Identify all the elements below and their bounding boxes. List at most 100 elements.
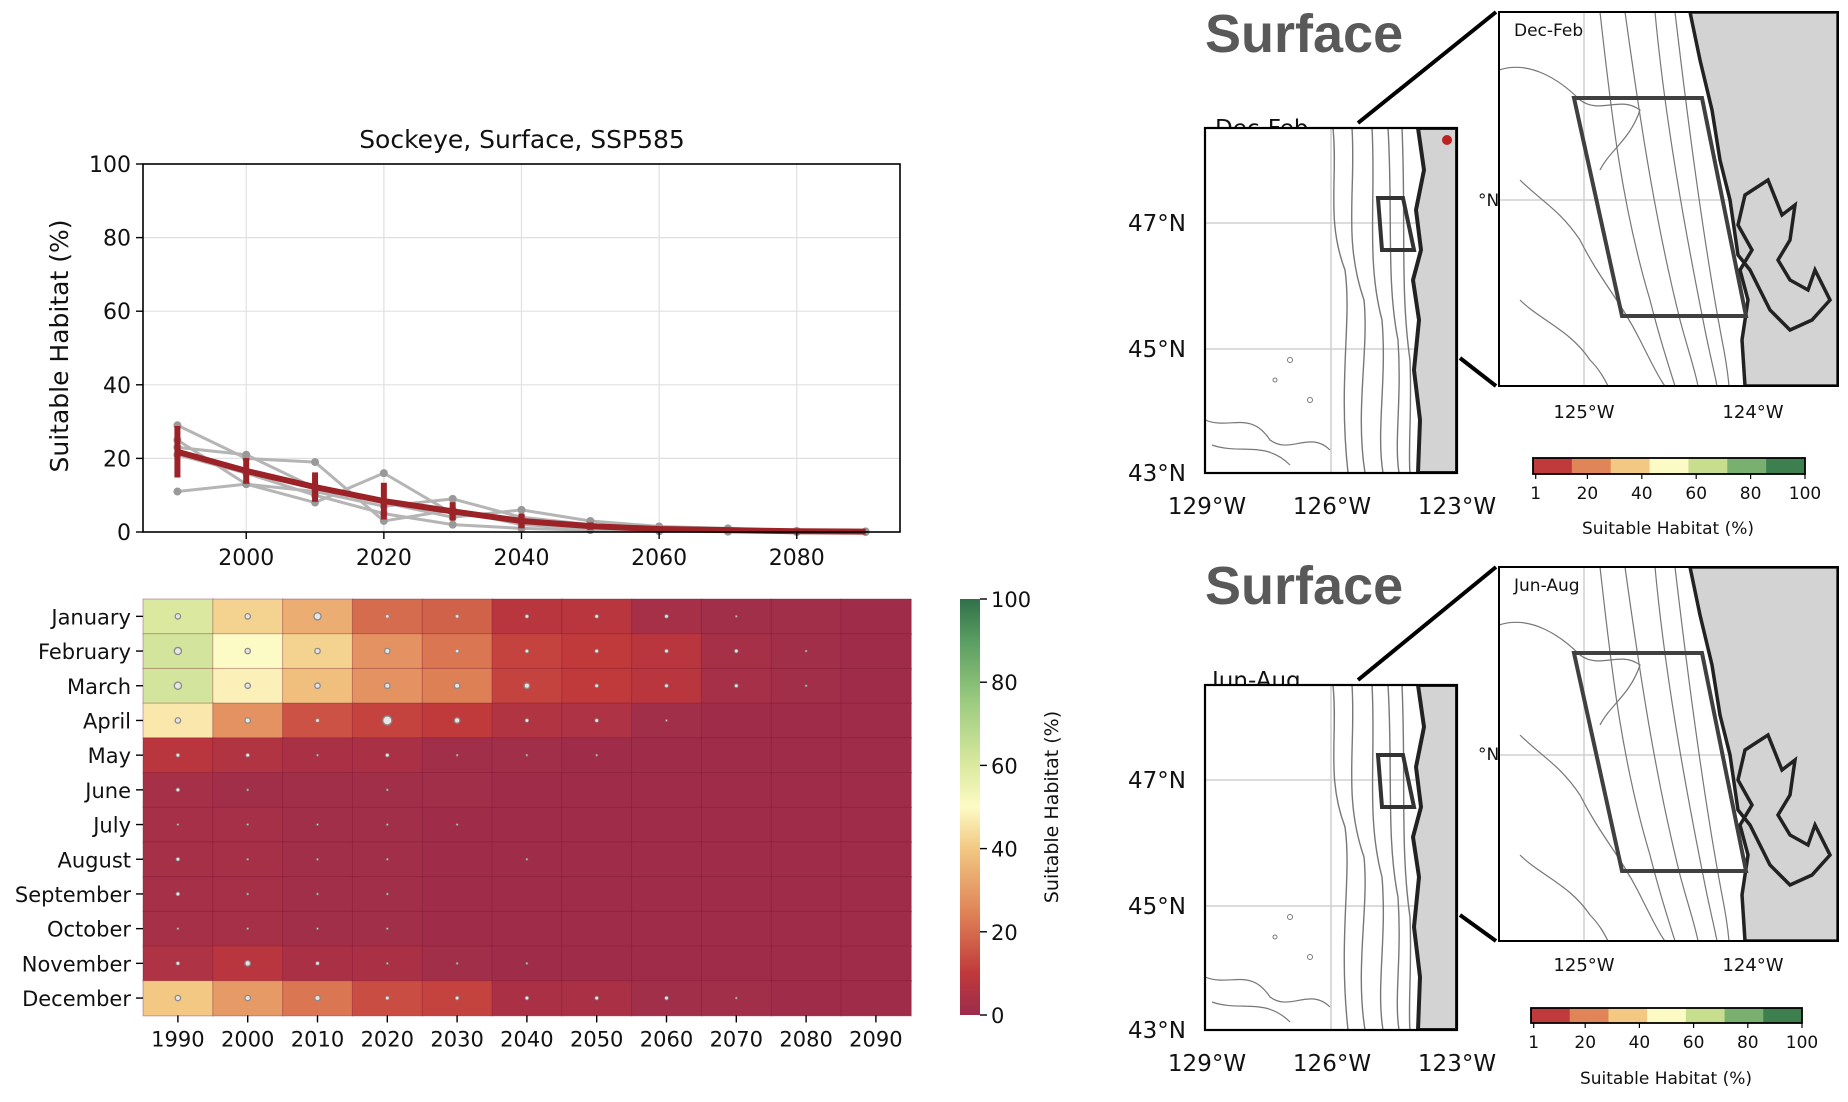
colorbar-segment (1647, 1008, 1687, 1023)
heatmap-cell (770, 876, 843, 913)
heatmap-cell (421, 841, 494, 878)
uncertainty-marker (525, 962, 529, 965)
map-latitude-labels: 47°N 45°N 43°N (1128, 768, 1186, 1044)
x-tick-label: 2060 (631, 546, 687, 571)
map-colorbar (1532, 457, 1806, 475)
uncertainty-marker (174, 612, 182, 620)
y-tick-label: 40 (103, 374, 131, 399)
heatmap-cell (770, 910, 843, 947)
map-heading: Surface (1205, 556, 1403, 616)
uncertainty-marker (173, 681, 183, 691)
uncertainty-marker (244, 959, 252, 967)
map-colorbar-ticks: 1 20 40 60 80 100 (1530, 474, 1821, 504)
heatmap-cell (700, 737, 773, 774)
heatmap-cell (840, 945, 912, 982)
uncertainty-marker (315, 718, 320, 723)
heatmap-column-label: 2000 (221, 1027, 274, 1051)
uncertainty-marker (316, 753, 319, 757)
heatmap-cell (700, 806, 773, 843)
heatmap-column-label: 2080 (779, 1027, 832, 1051)
heatmap-cell (770, 737, 843, 774)
uncertainty-marker (734, 683, 739, 688)
zoom-connector-lines (1356, 10, 1498, 388)
uncertainty-marker (383, 647, 391, 655)
heatmap-cell (631, 841, 703, 878)
uncertainty-marker (314, 647, 321, 655)
uncertainty-marker (664, 683, 669, 688)
inset-lat-label: °N (1478, 191, 1499, 211)
heatmap-column-labels: 1990 2000 2010 2020 2030 2040 2050 2060 2070 2080… (151, 1015, 903, 1051)
heatmap-uncertainty-markers (173, 612, 808, 1002)
heatmap-cell (770, 945, 843, 982)
heatmap-column-label: 2070 (710, 1027, 763, 1051)
inset-lon-label: 124°W (1722, 955, 1783, 976)
heatmap-cell (840, 980, 912, 1017)
heatmap-cell (770, 841, 843, 878)
uncertainty-marker (595, 753, 598, 757)
uncertainty-marker (804, 649, 808, 653)
x-tick-label: 2080 (769, 546, 825, 571)
colorbar-tick-label: 60 (991, 754, 1018, 778)
colorbar-tick-label: 60 (1683, 1033, 1705, 1053)
uncertainty-marker (174, 717, 182, 724)
line-chart-title: Sockeye, Surface, SSP585 (359, 125, 685, 154)
colorbar-segment (1531, 1008, 1571, 1023)
uncertainty-marker (316, 892, 319, 896)
colorbar-tick-label: 40 (1631, 484, 1653, 504)
y-tick-label: 20 (103, 447, 131, 472)
heatmap-cell (561, 910, 633, 947)
uncertainty-marker (455, 753, 459, 757)
line-chart-y-label: Suitable Habitat (%) (45, 220, 74, 473)
heatmap-cell (631, 737, 703, 774)
heatmap-cell (770, 806, 843, 843)
uncertainty-marker (316, 857, 319, 861)
map-colorbar (1530, 1007, 1803, 1024)
ensemble-member-point (448, 494, 457, 503)
heatmap-row-label: December (22, 987, 131, 1011)
heatmap-row-labels: January February March April May June July Augu… (15, 605, 143, 1011)
uncertainty-marker (385, 823, 389, 826)
heatmap-row-label: February (38, 640, 131, 664)
heatmap-cell (491, 772, 563, 809)
uncertainty-marker (385, 788, 389, 792)
uncertainty-marker (244, 612, 252, 620)
uncertainty-marker (453, 717, 461, 724)
heatmap-cell (700, 876, 773, 913)
uncertainty-marker (314, 682, 321, 690)
uncertainty-marker (385, 614, 390, 619)
uncertainty-marker (455, 962, 459, 965)
uncertainty-marker (734, 615, 738, 618)
uncertainty-marker (664, 995, 669, 1001)
heatmap-column-label: 1990 (151, 1027, 204, 1051)
line-chart-x-ticks: 2000 2020 2040 2060 2080 (218, 532, 825, 571)
map-colorbar-label: Suitable Habitat (%) (1580, 1069, 1752, 1089)
heatmap-cell (840, 598, 912, 635)
x-tick-label: 2040 (494, 546, 550, 571)
heatmap-column-label: 2030 (430, 1027, 483, 1051)
y-tick-label: 80 (103, 227, 131, 252)
heatmap-row-label: October (47, 918, 131, 942)
uncertainty-marker (453, 682, 461, 690)
ensemble-member-point (448, 520, 457, 529)
uncertainty-marker (175, 857, 181, 862)
heatmap-cell (491, 910, 563, 947)
uncertainty-marker (383, 682, 391, 690)
map-colorbar-label: Suitable Habitat (%) (1582, 519, 1754, 539)
heatmap-cell (840, 633, 912, 670)
heatmap-cell (631, 910, 703, 947)
uncertainty-marker (454, 995, 460, 1001)
colorbar-tick-label: 40 (1629, 1033, 1651, 1053)
heatmap-row-label: May (88, 744, 131, 768)
colorbar-segment (1571, 458, 1612, 474)
heatmap-colorbar-ticks: 0 20 40 60 80 100 (980, 588, 1031, 1028)
uncertainty-marker (244, 717, 252, 724)
ensemble-mean-line (176, 448, 866, 535)
uncertainty-marker (246, 788, 250, 792)
colorbar-segment (1688, 458, 1728, 474)
heatmap-cell (282, 772, 354, 809)
colorbar-segment (1610, 458, 1650, 474)
uncertainty-marker (524, 614, 530, 619)
uncertainty-marker (174, 994, 182, 1002)
heatmap-cell (561, 806, 633, 843)
ensemble-member-point (173, 487, 182, 496)
